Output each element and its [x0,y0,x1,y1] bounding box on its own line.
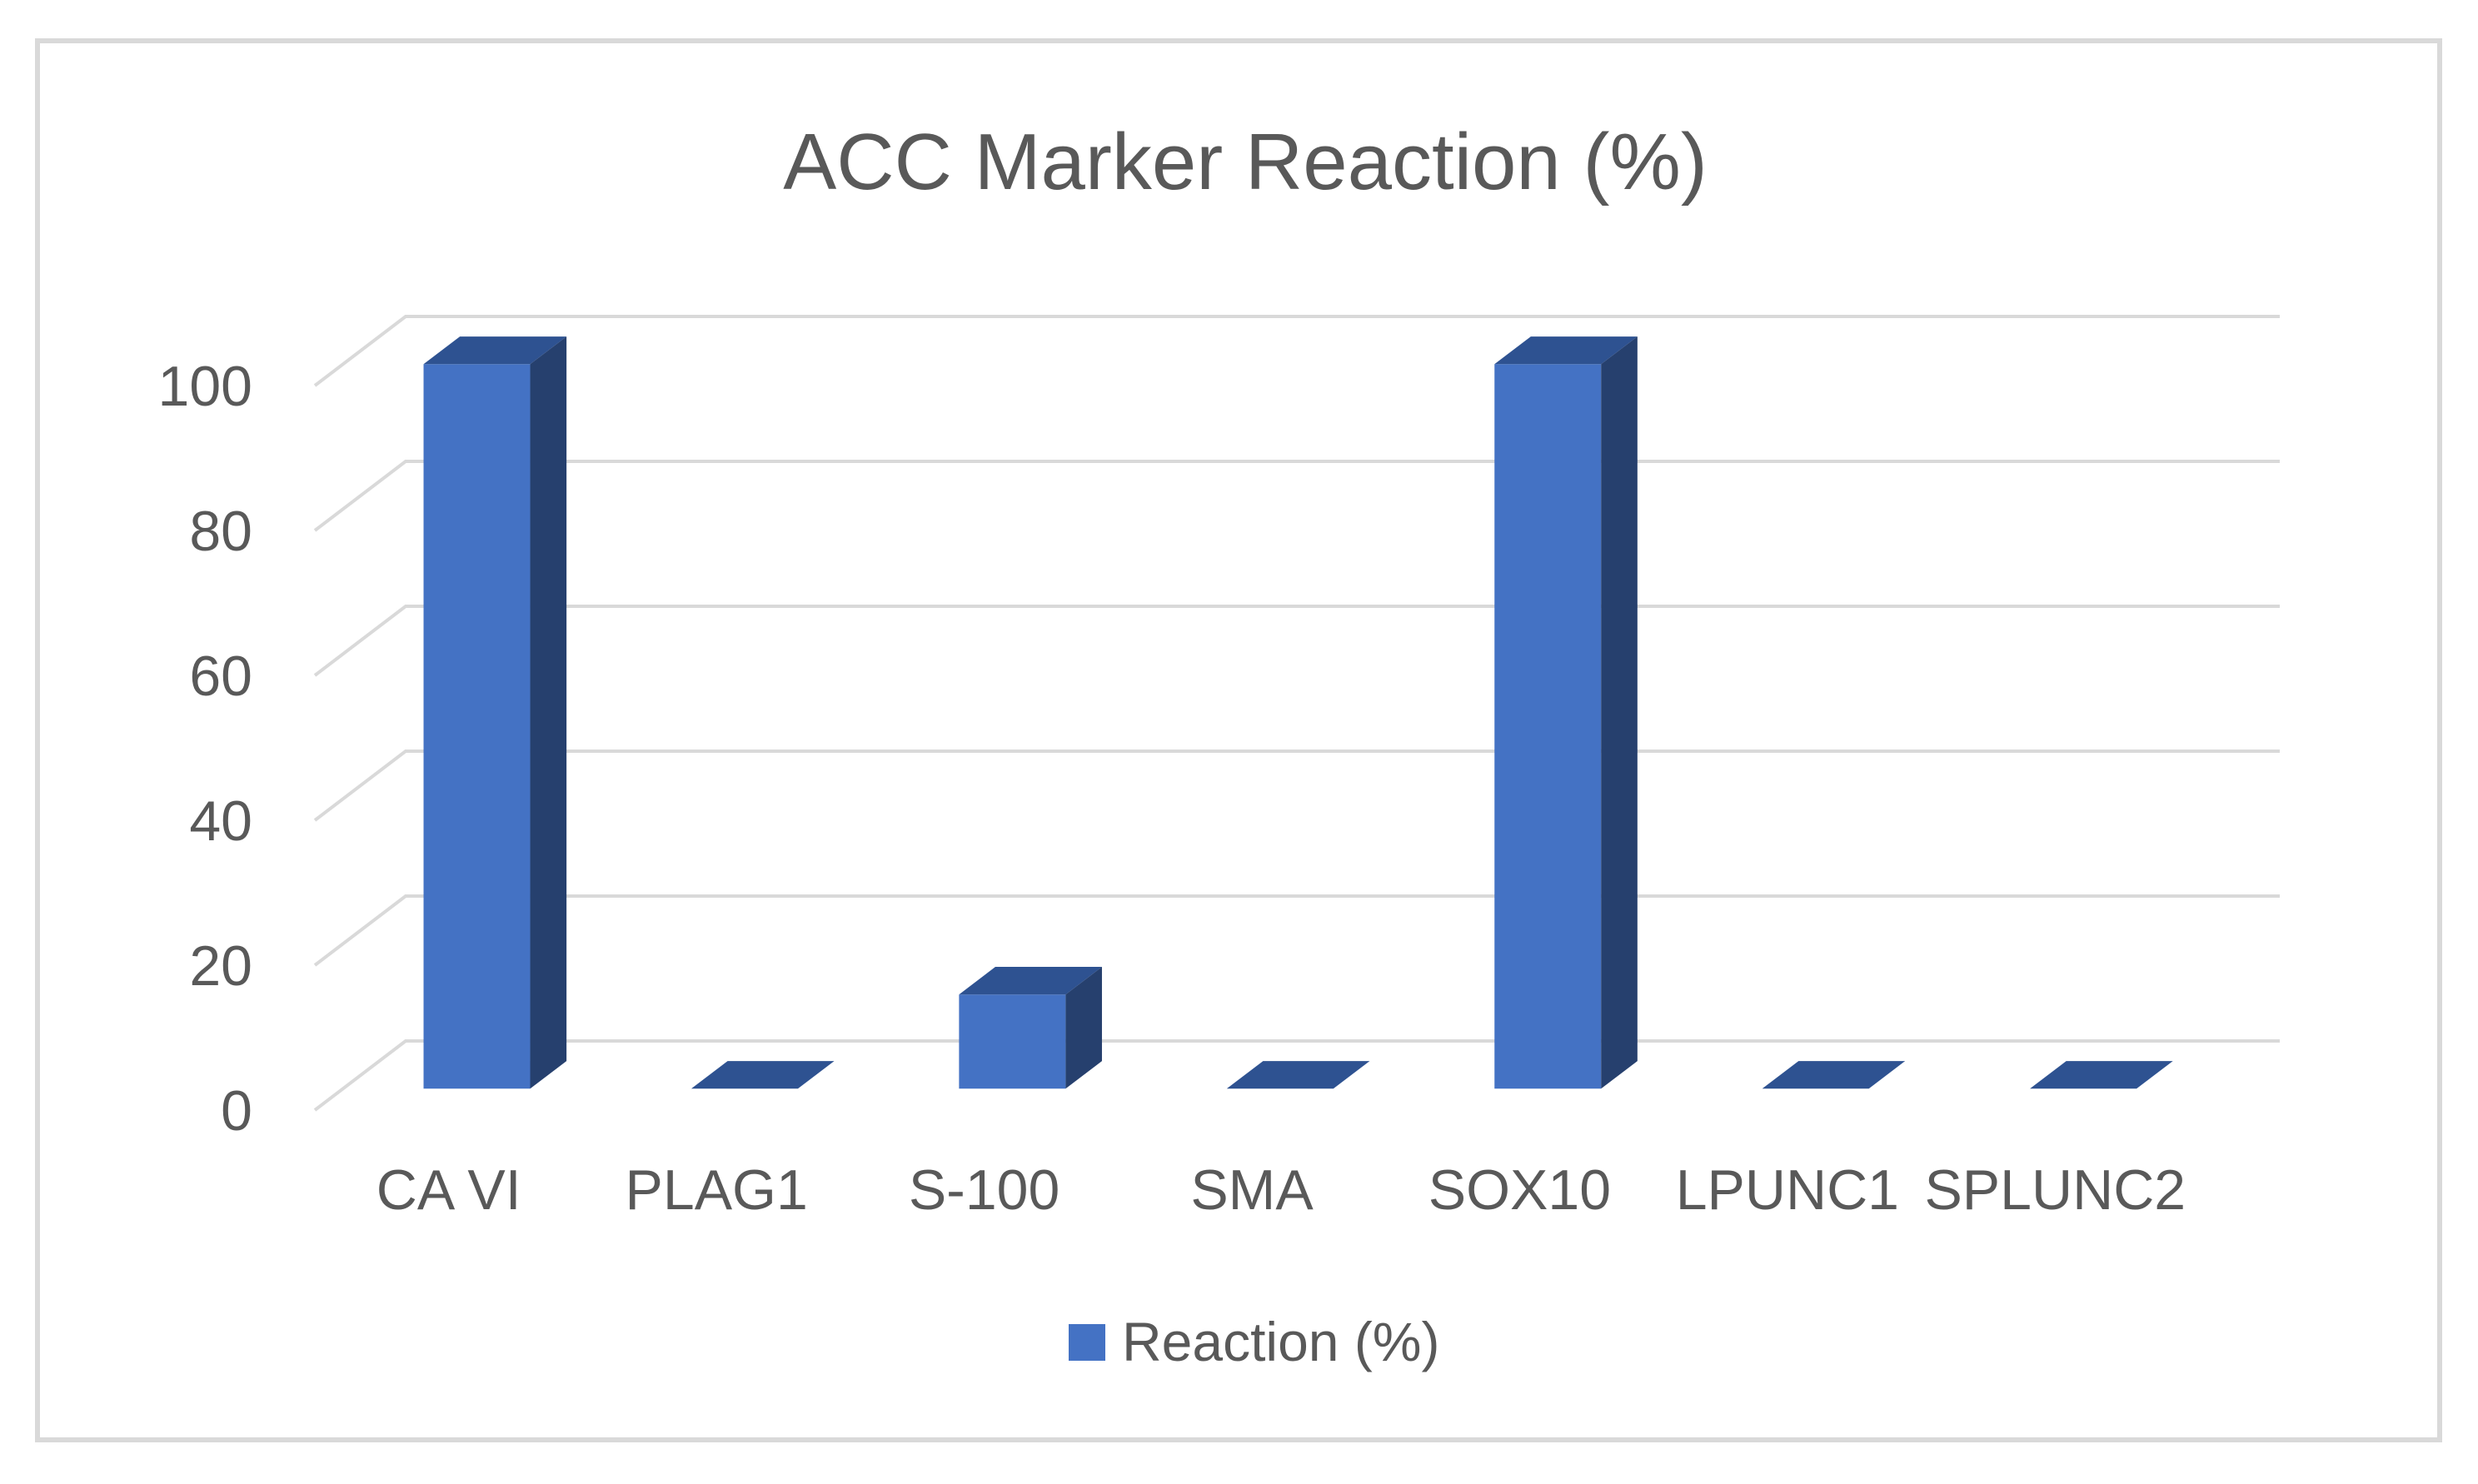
bar-zero-face [2030,1061,2173,1089]
gridline-0 [313,1039,2280,1112]
gridline-80 [313,460,2280,532]
bar-top-face [1494,336,1638,365]
y-tick-label-0: 0 [221,1079,252,1143]
bar-side-face [1065,967,1102,1089]
bar-LPUNC1 [1762,1061,1906,1089]
bar-side-face [1601,336,1638,1089]
bar-front-face [959,994,1066,1089]
chart-title: ACC Marker Reaction (%) [783,117,1708,207]
y-tick-label-60: 60 [189,645,252,708]
bar-S-100 [959,967,1102,1089]
x-axis-labels: CA VI PLAG1 S-100 SMA SOX10 LPUNC1 SPLUNC2 [376,1158,2186,1222]
x-category-label-CA VI: CA VI [376,1158,521,1222]
bar-CA VI [423,336,567,1089]
x-category-label-SPLUNC2: SPLUNC2 [1924,1158,2186,1222]
gridline-20 [313,894,2280,967]
bar-front-face [423,364,531,1089]
x-category-label-S-100: S-100 [909,1158,1060,1222]
bar-front-face [1494,364,1602,1089]
y-tick-label-20: 20 [189,934,252,998]
bar-zero-face [1226,1061,1370,1089]
bar-top-face [959,967,1102,995]
bar-PLAG1 [691,1061,835,1089]
gridline-100 [313,315,2280,387]
bar-zero-face [1762,1061,1906,1089]
bar-top-face [423,336,567,365]
x-category-label-SOX10: SOX10 [1428,1158,1611,1222]
legend: Reaction (%) [1069,1311,1439,1372]
bar-SPLUNC2 [2030,1061,2173,1089]
x-category-label-SMA: SMA [1190,1158,1314,1222]
y-tick-label-80: 80 [189,500,252,563]
gridlines [313,315,2280,1112]
bar-SOX10 [1494,336,1638,1089]
bar-zero-face [691,1061,835,1089]
legend-label: Reaction (%) [1122,1311,1439,1372]
x-category-label-PLAG1: PLAG1 [626,1158,808,1222]
gridline-60 [313,605,2280,677]
gridline-40 [313,749,2280,822]
y-axis-labels: 0 20 40 60 80 100 [158,355,252,1143]
y-tick-label-40: 40 [189,789,252,853]
bars [423,336,2173,1089]
legend-swatch-icon [1069,1324,1105,1361]
x-category-label-LPUNC1: LPUNC1 [1676,1158,1899,1222]
chart-border [35,38,2442,1442]
bar-side-face [530,336,567,1089]
bar-SMA [1226,1061,1370,1089]
y-tick-label-100: 100 [158,355,252,418]
